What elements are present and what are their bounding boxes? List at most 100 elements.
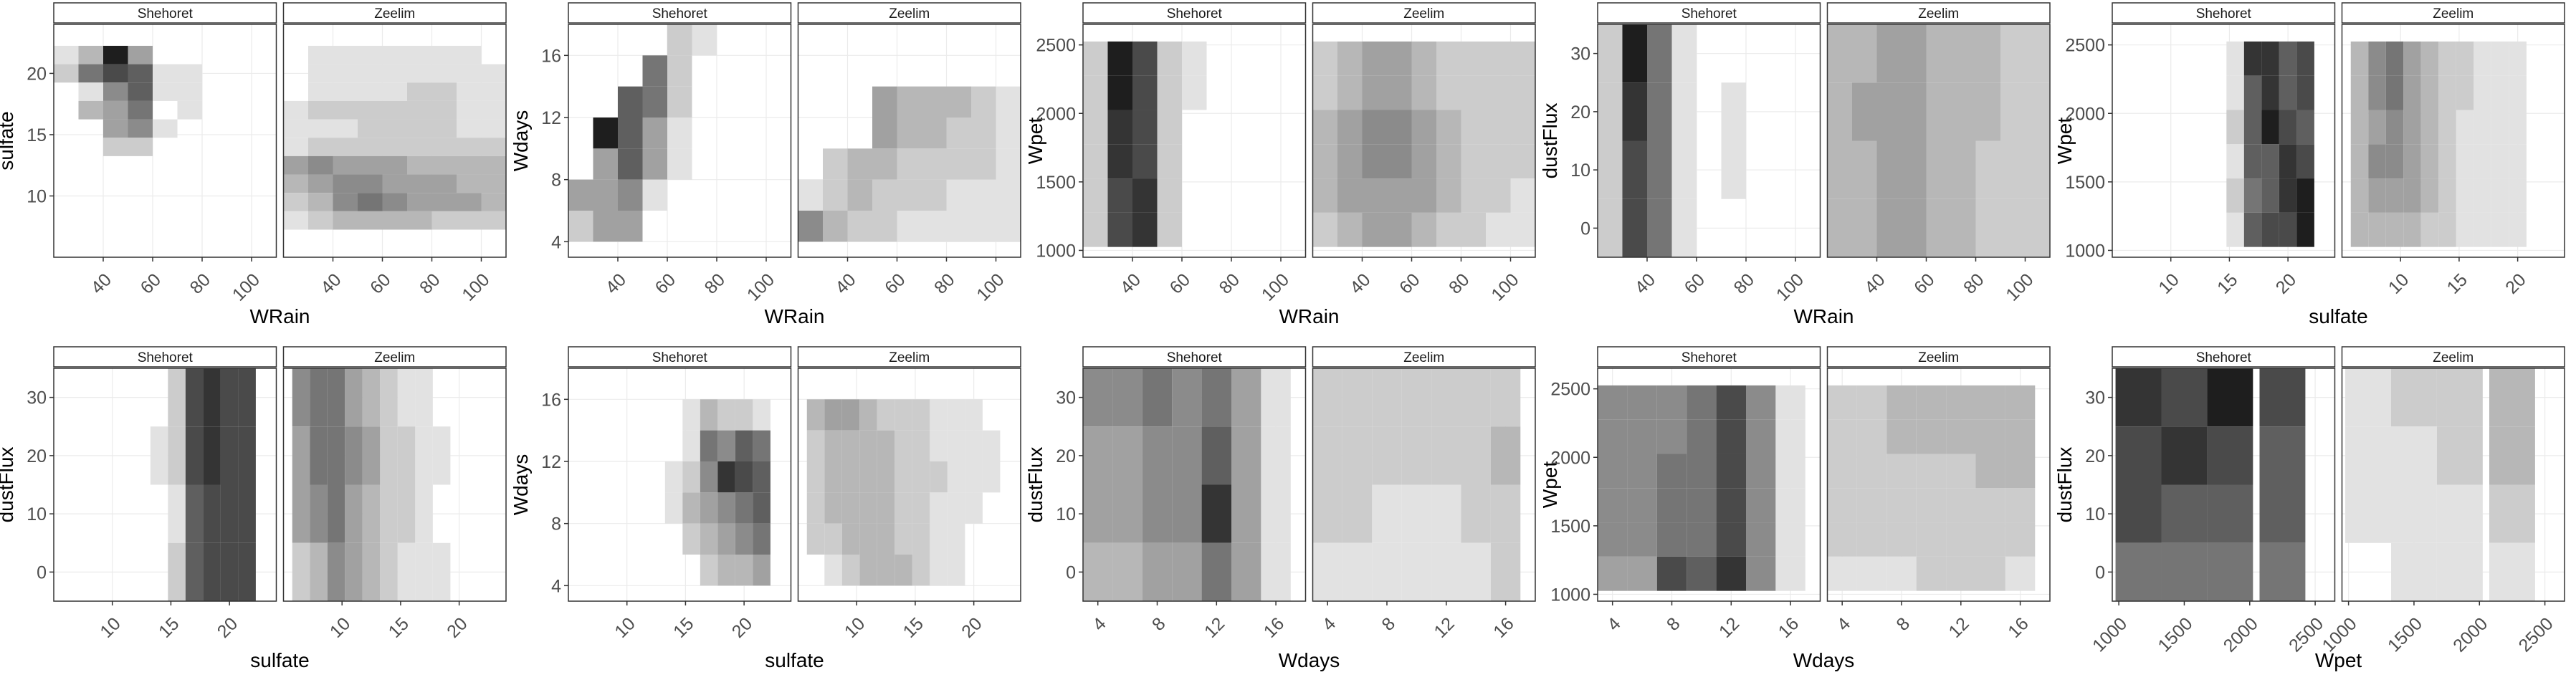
- facet-shehoret: Shehoret 4 8 12 16: [1082, 346, 1307, 642]
- heatmap-tile: [481, 155, 506, 175]
- heatmap-tile: [185, 542, 204, 601]
- heatmap-tile: [397, 484, 416, 543]
- heatmap-tile: [1946, 556, 1976, 591]
- panel-WRain-vs-dustFlux: dustFlux 0 10 20 30 Shehoret 40 60 80 100 Zeelim 40…: [1539, 2, 2051, 327]
- heatmap-tile: [1716, 488, 1746, 523]
- heatmap-tile: [700, 555, 718, 586]
- facet-strip: [1826, 2, 2051, 24]
- heatmap-tile: [358, 193, 383, 211]
- facet-strip: [1826, 346, 2051, 368]
- heatmap-tile: [1231, 542, 1261, 601]
- heatmap-tile: [1852, 82, 1877, 141]
- heatmap-tile: [1083, 368, 1113, 427]
- y-axis-title: sulfate: [0, 111, 17, 171]
- x-tick-label: 10: [326, 613, 354, 641]
- facet-strip-label: Shehoret: [1167, 350, 1223, 365]
- heatmap-tile: [1852, 24, 1877, 83]
- panel-border: [568, 24, 792, 258]
- x-tick-label: 80: [1445, 269, 1473, 297]
- heatmap-tile: [431, 82, 457, 101]
- heatmap-tile: [996, 118, 1021, 149]
- heatmap-tile: [2403, 144, 2421, 179]
- heatmap-tile: [481, 193, 506, 211]
- heatmap-tile: [1201, 484, 1231, 543]
- y-tick-label: 12: [541, 108, 561, 128]
- heatmap-tile: [431, 100, 457, 120]
- heatmap-tile: [2456, 41, 2474, 76]
- heatmap-tile: [177, 82, 202, 101]
- heatmap-tile: [1436, 212, 1461, 247]
- heatmap-tile: [153, 64, 178, 83]
- heatmap-tile: [1411, 41, 1436, 76]
- facet-strip: [53, 2, 277, 24]
- heatmap-tile: [824, 492, 842, 524]
- heatmap-tile: [1112, 368, 1142, 427]
- heatmap-tile: [481, 100, 506, 120]
- heatmap-tile: [1656, 488, 1687, 523]
- heatmap-tile: [415, 426, 433, 485]
- heatmap-tile: [54, 64, 79, 83]
- heatmap-tile: [753, 555, 771, 586]
- heatmap-tile: [1157, 144, 1182, 179]
- heatmap-tile: [946, 148, 971, 180]
- x-tick-label: 15: [669, 613, 697, 641]
- heatmap-tile: [1886, 556, 1917, 591]
- y-axis-title: Wpet: [1024, 118, 1046, 165]
- heatmap-tile: [1687, 556, 1717, 591]
- facet-strip-label: Zeelim: [374, 6, 415, 21]
- heatmap-tile: [220, 368, 239, 427]
- facet-shehoret: Shehoret 10 15 20: [2112, 2, 2336, 298]
- heatmap-tile: [407, 119, 432, 138]
- facet-strip-label: Shehoret: [2196, 6, 2252, 21]
- y-axis-title: Wpet: [1539, 461, 1561, 509]
- heatmap-tile: [103, 82, 128, 101]
- heatmap-tile: [1852, 198, 1877, 257]
- heatmap-tile: [2474, 144, 2491, 179]
- x-tick-label: 80: [701, 269, 729, 297]
- heatmap-tile: [895, 555, 912, 586]
- heatmap-tile: [78, 64, 103, 83]
- facet-zeelim: Zeelim 4 8 12 16: [1826, 346, 2051, 642]
- x-tick-label: 16: [1775, 613, 1803, 641]
- heatmap-tile: [568, 179, 593, 211]
- heatmap-tile: [2296, 178, 2314, 213]
- heatmap-tile: [912, 430, 930, 461]
- heatmap-tile: [717, 430, 735, 461]
- heatmap-tile: [1486, 144, 1511, 179]
- heatmap-tile: [1946, 419, 1976, 454]
- heatmap-tile: [1337, 110, 1363, 145]
- heatmap-tile: [1876, 24, 1902, 83]
- x-tick-label: 60: [881, 269, 909, 297]
- heatmap-tile: [2005, 454, 2036, 489]
- heatmap-tile: [1687, 488, 1717, 523]
- heatmap-tile: [1951, 82, 1976, 141]
- y-tick-label: 16: [541, 390, 561, 410]
- heatmap-tile: [859, 430, 877, 461]
- facet-strip-label: Shehoret: [1167, 6, 1223, 21]
- heatmap-tile: [2345, 484, 2391, 543]
- heatmap-tile: [1827, 24, 1852, 83]
- heatmap-tile: [2296, 41, 2314, 76]
- x-tick-label: 20: [728, 613, 756, 641]
- heatmap-tile: [1827, 419, 1857, 454]
- heatmap-tile: [692, 24, 717, 56]
- heatmap-tile: [1312, 144, 1337, 179]
- x-tick-label: 60: [366, 269, 394, 297]
- heatmap-tile: [382, 138, 407, 156]
- heatmap-tile: [103, 138, 128, 156]
- x-tick-label: 40: [602, 269, 630, 297]
- y-tick-label: 10: [2085, 504, 2105, 524]
- heatmap-tile: [415, 542, 433, 601]
- heatmap-tile: [2350, 178, 2369, 213]
- heatmap-tile: [1656, 385, 1687, 420]
- heatmap-tile: [2403, 41, 2421, 76]
- y-tick-label: 2000: [1550, 448, 1590, 468]
- heatmap-tile: [2296, 212, 2314, 247]
- heatmap-tile: [667, 24, 692, 56]
- heatmap-tile: [1876, 82, 1902, 141]
- heatmap-tile: [1951, 24, 1976, 83]
- panel-border: [568, 368, 792, 602]
- heatmap-tile: [308, 82, 333, 101]
- heatmap-tile: [2115, 368, 2162, 427]
